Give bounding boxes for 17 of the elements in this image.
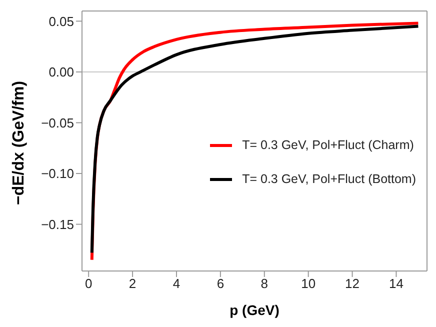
y-tick-label: −0.05 (41, 115, 74, 130)
y-tick-label: −0.10 (41, 166, 74, 182)
x-tick-label: 8 (260, 276, 268, 292)
x-tick-label: 14 (389, 276, 404, 292)
x-tick-label: 2 (128, 276, 136, 292)
x-tick-label: 0 (84, 276, 92, 292)
legend-label: T= 0.3 GeV, Pol+Fluct (Charm) (242, 138, 414, 152)
y-tick-label: −0.15 (41, 216, 74, 232)
y-tick-label: 0.00 (48, 64, 74, 80)
x-tick-label: 6 (216, 276, 224, 292)
y-axis-title: −dE/dx (GeV/fm) (10, 80, 28, 205)
x-tick-label: 10 (301, 276, 316, 292)
x-tick-label: 4 (172, 276, 180, 292)
x-axis-title: p (GeV) (230, 302, 280, 318)
legend-label: T= 0.3 GeV, Pol+Fluct (Bottom) (242, 172, 416, 186)
x-tick-label: 12 (345, 276, 360, 292)
y-tick-label: 0.05 (48, 14, 74, 29)
